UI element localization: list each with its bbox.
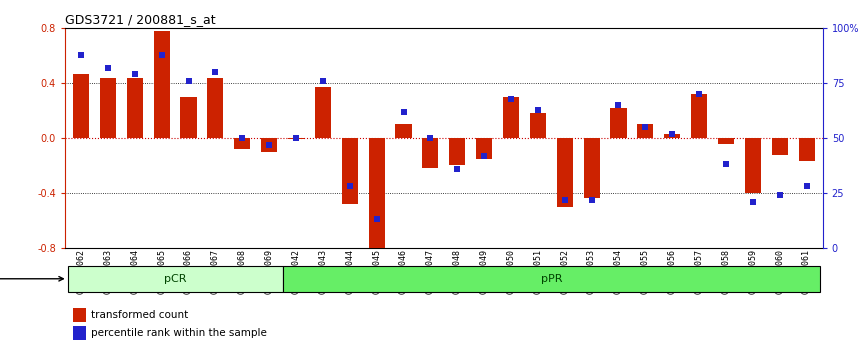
Bar bbox=[153, 31, 170, 138]
Bar bbox=[745, 138, 761, 193]
Bar bbox=[530, 113, 546, 138]
Bar bbox=[503, 97, 519, 138]
Bar bbox=[288, 138, 304, 139]
Bar bbox=[772, 138, 788, 154]
Bar bbox=[396, 124, 411, 138]
Bar bbox=[798, 138, 815, 161]
Bar bbox=[126, 78, 143, 138]
Bar bbox=[611, 108, 626, 138]
Bar bbox=[718, 138, 734, 144]
Bar bbox=[342, 138, 358, 204]
Bar bbox=[691, 94, 708, 138]
Bar bbox=[234, 138, 250, 149]
Bar bbox=[73, 74, 89, 138]
Bar bbox=[73, 326, 87, 340]
Bar bbox=[557, 138, 572, 207]
Text: transformed count: transformed count bbox=[92, 310, 189, 320]
Bar bbox=[423, 138, 438, 168]
Bar bbox=[262, 138, 277, 152]
Bar bbox=[584, 138, 599, 198]
Bar bbox=[449, 138, 465, 166]
Bar bbox=[207, 78, 223, 138]
FancyBboxPatch shape bbox=[68, 266, 282, 292]
FancyBboxPatch shape bbox=[282, 266, 820, 292]
Bar bbox=[315, 87, 331, 138]
Bar bbox=[73, 308, 87, 321]
Bar bbox=[100, 78, 116, 138]
Bar bbox=[664, 134, 681, 138]
Bar bbox=[369, 138, 385, 251]
Bar bbox=[476, 138, 492, 159]
Text: pPR: pPR bbox=[540, 274, 562, 284]
Text: pCR: pCR bbox=[164, 274, 186, 284]
Bar bbox=[180, 97, 197, 138]
Text: GDS3721 / 200881_s_at: GDS3721 / 200881_s_at bbox=[65, 13, 216, 26]
Text: percentile rank within the sample: percentile rank within the sample bbox=[92, 328, 268, 338]
Bar bbox=[637, 124, 654, 138]
Text: disease state: disease state bbox=[0, 274, 63, 284]
